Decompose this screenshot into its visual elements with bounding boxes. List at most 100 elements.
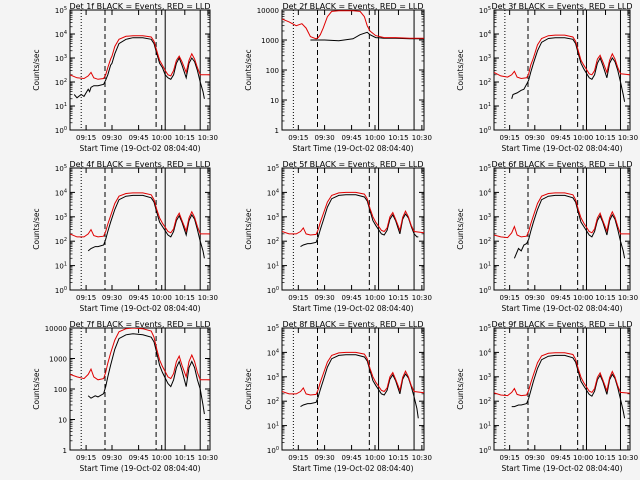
y-tick-label-base: 10 [55,127,64,135]
x-tick-label: 10:15 [595,454,615,462]
y-tick-label: 101 [479,422,491,431]
y-tick-label: 103 [55,213,67,222]
y-tick-label-exp: 4 [488,188,491,194]
y-tick-label-base: 10 [479,374,488,382]
y-axis-label: Counts/sec [32,368,41,409]
series-line-lld [282,10,424,40]
y-tick-label: 103 [267,213,279,222]
y-tick-label: 104 [55,188,67,197]
y-tick-label-exp: 4 [488,348,491,354]
y-axis-label: Counts/sec [456,368,465,409]
y-tick-label: 104 [479,188,491,197]
y-tick-label-exp: 0 [488,286,491,292]
y-tick-label-exp: 0 [488,446,491,452]
y-tick-label-exp: 0 [64,286,67,292]
plot-frame [69,327,211,451]
y-tick-label-exp: 4 [64,30,67,36]
y-tick-label-base: 10 [55,263,64,271]
x-tick-label: 09:30 [102,454,122,462]
chart-title: Det 2f BLACK = Events, RED = LLD [282,2,423,11]
y-tick-label: 100 [55,286,67,295]
y-tick-label: 1000 [49,356,67,364]
x-tick-label: 10:30 [412,134,432,142]
x-tick-label: 10:00 [152,294,172,302]
x-axis-label: Start Time (19-Oct-02 08:04:40) [501,304,622,313]
y-tick-label-base: 10 [55,7,64,15]
x-tick-label: 09:45 [129,454,149,462]
y-tick-label-base: 10 [55,214,64,222]
y-tick-label-base: 10 [55,55,64,63]
y-tick-label-base: 10 [267,214,276,222]
x-tick-label: 10:30 [412,454,432,462]
x-tick-label: 09:30 [102,294,122,302]
y-tick-label-base: 10 [55,79,64,87]
plot-frame [281,327,425,451]
y-tick-label-exp: 5 [488,324,491,330]
chart-title: Det 8f BLACK = Events, RED = LLD [282,320,423,329]
y-tick-label-exp: 2 [276,397,279,403]
y-tick-label-exp: 3 [488,373,491,379]
y-tick-label-base: 10 [479,103,488,111]
x-tick-label: 09:30 [525,134,545,142]
x-tick-label: 09:15 [76,134,96,142]
y-tick-label-exp: 2 [488,237,491,243]
chart-title: Det 1f BLACK = Events, RED = LLD [69,2,210,11]
plot-frame [493,327,631,451]
chart-panel-8: Det 8f BLACK = Events, RED = LLD Start Ti… [244,320,432,473]
x-axis-label: Start Time (19-Oct-02 08:04:40) [501,464,622,473]
y-tick-label-base: 10 [479,189,488,197]
series-line-lld [282,351,424,396]
y-tick-label-base: 10 [267,263,276,271]
y-tick-label-base: 10 [479,127,488,135]
series-line-lld [282,191,424,236]
x-tick-label: 09:15 [76,454,96,462]
y-tick-label: 100 [267,446,279,455]
y-tick-label-exp: 1 [488,102,491,108]
chart-panel-2: Det 2f BLACK = Events, RED = LLD Start Ti… [244,2,432,153]
y-tick-label-exp: 3 [276,213,279,219]
x-tick-label: 10:00 [573,454,593,462]
y-tick-label: 101 [479,262,491,271]
y-tick-label: 10000 [45,325,67,333]
y-axis-label: Counts/sec [244,208,253,249]
series-line-events [513,194,626,259]
chart-title: Det 3f BLACK = Events, RED = LLD [491,2,632,11]
x-tick-label: 09:30 [525,454,545,462]
y-tick-label-exp: 1 [488,422,491,428]
x-tick-label: 09:15 [500,454,520,462]
y-tick-label: 103 [55,54,67,63]
x-axis-label: Start Time (19-Oct-02 08:04:40) [292,304,413,313]
y-tick-label: 100 [55,126,67,135]
y-axis-label: Counts/sec [456,208,465,249]
y-tick-label: 104 [479,30,491,39]
x-tick-label: 10:15 [595,134,615,142]
x-axis-label: Start Time (19-Oct-02 08:04:40) [79,144,200,153]
y-tick-label-base: 10 [267,325,276,333]
y-tick-label-base: 10 [479,7,488,15]
series-line-events [310,31,424,42]
plot-frame [493,9,631,131]
series-line-lld [494,34,630,80]
y-tick-label-base: 10 [55,165,64,173]
series-line-events [511,354,626,419]
y-tick-label-exp: 2 [488,397,491,403]
y-tick-label-exp: 4 [64,188,67,194]
x-tick-label: 10:00 [573,134,593,142]
x-tick-label: 09:45 [341,134,361,142]
y-tick-label-base: 10 [479,238,488,246]
x-tick-label: 09:15 [288,454,308,462]
y-tick-label: 102 [55,237,67,246]
y-tick-label: 102 [267,397,279,406]
y-tick-label-base: 10 [267,374,276,382]
x-tick-label: 09:45 [551,294,571,302]
chart-panel-9: Det 9f BLACK = Events, RED = LLD Start Ti… [456,320,638,473]
y-axis-label: Counts/sec [244,49,253,90]
y-tick-label-exp: 3 [64,54,67,60]
series-line-events [73,37,205,99]
y-tick-label-exp: 0 [488,126,491,132]
y-tick-label-exp: 0 [64,126,67,132]
x-tick-label: 10:15 [175,454,195,462]
y-tick-label-exp: 5 [488,164,491,170]
x-tick-label: 10:30 [618,134,638,142]
y-tick-label: 103 [479,54,491,63]
